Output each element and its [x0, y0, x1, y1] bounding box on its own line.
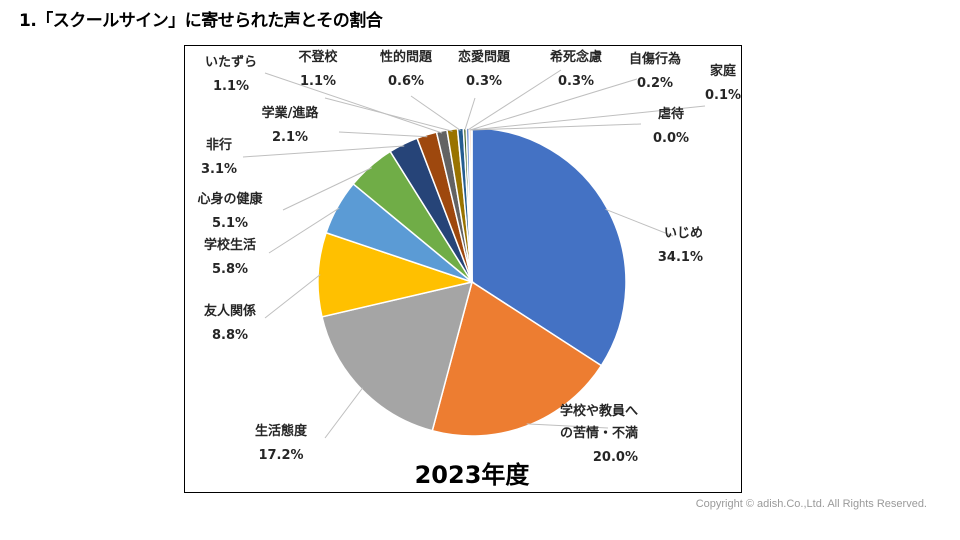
slice-label-line: 学校生活 [204, 237, 256, 253]
leader-line [469, 78, 638, 131]
slice-label: 恋愛問題 0.3% [458, 49, 511, 89]
slice-label-line: 心身の健康 [197, 191, 263, 207]
pie-slice [470, 127, 473, 283]
leader-line [605, 208, 674, 237]
leader-line [242, 145, 405, 158]
slice-value: 0.1% [705, 88, 741, 103]
slice-label: 心身の健康 5.1% [197, 191, 263, 231]
slice-label: 自傷行為 0.2% [629, 51, 681, 91]
slice-label-line: いじめ [664, 226, 703, 241]
slice-label: 生活態度 17.2% [255, 423, 308, 463]
pie-slice [431, 280, 603, 437]
slice-label: 友人関係 8.8% [204, 303, 256, 343]
leader-line [471, 123, 642, 131]
slice-value: 0.2% [637, 76, 673, 91]
slice-value: 5.8% [212, 262, 248, 277]
leader-line [282, 167, 372, 211]
slice-value: 3.1% [201, 162, 237, 177]
slice-value: 20.0% [593, 450, 638, 465]
leader-line [264, 72, 443, 134]
leader-lines [242, 69, 706, 439]
slice-label: 不登校 1.1% [298, 49, 338, 89]
leader-line [410, 95, 461, 131]
leader-line [268, 207, 340, 254]
slice-value: 1.1% [300, 74, 336, 89]
slice-label: 性的問題 0.6% [380, 49, 433, 89]
leader-line [471, 105, 706, 131]
slice-value: 5.1% [212, 216, 248, 231]
leader-line [526, 423, 609, 429]
slice-label: いじめ 34.1% [658, 226, 703, 265]
slice-label-line: 非行 [206, 137, 232, 153]
slice-label-line: 友人関係 [204, 303, 256, 319]
slice-label-line: 学校や教員へ [560, 403, 638, 419]
slice-value: 34.1% [658, 250, 703, 265]
slice-value: 0.0% [653, 131, 689, 146]
slice-label-line: の苦情・不満 [560, 425, 638, 441]
slice-label-line: 不登校 [298, 49, 338, 65]
pie-chart-svg: いじめ 34.1% 学校や教員への苦情・不満 20.0% 生活態度 17.2% 友人関係 8.… [197, 49, 741, 489]
leader-line [324, 97, 453, 132]
slice-label: 虐待 0.0% [653, 106, 689, 146]
leader-line [264, 274, 321, 319]
slice-value: 0.3% [466, 74, 502, 89]
slice-label-line: 希死念慮 [550, 49, 602, 65]
pie-slice [317, 231, 475, 318]
leader-line [467, 69, 562, 131]
pie-slices [317, 127, 627, 437]
slice-label-line: 恋愛問題 [458, 49, 511, 65]
leader-line [324, 387, 364, 439]
slice-value: 8.8% [212, 328, 248, 343]
slice-label: いたずら 1.1% [205, 54, 257, 94]
slice-label: 学校や教員への苦情・不満 20.0% [560, 403, 638, 465]
slice-label-line: 家庭 [710, 63, 737, 79]
slice-value: 1.1% [213, 79, 249, 94]
pie-chart: いじめ 34.1% 学校や教員への苦情・不満 20.0% 生活態度 17.2% 友人関係 8.… [184, 45, 742, 493]
slice-label-line: 虐待 [658, 106, 684, 122]
slice-label-line: 生活態度 [255, 423, 308, 439]
copyright-notice: Copyright © adish.Co.,Ltd. All Rights Re… [695, 498, 927, 510]
slice-label-line: 自傷行為 [629, 51, 681, 67]
slice-label-line: 性的問題 [380, 49, 433, 65]
slice-label: 家庭 0.1% [705, 63, 741, 103]
slice-value: 17.2% [258, 448, 303, 463]
slice-value: 2.1% [272, 130, 308, 145]
leader-line [464, 97, 476, 131]
slice-label: 非行 3.1% [201, 137, 237, 177]
page-title: 1.「スクールサイン」に寄せられた声とその割合 [19, 11, 383, 31]
slice-label: 希死念慮 0.3% [550, 49, 602, 89]
leader-line [338, 131, 428, 138]
slice-label: 学業/進路 2.1% [262, 105, 320, 145]
chart-title: 2023年度 [415, 461, 531, 489]
slice-value: 0.3% [558, 74, 594, 89]
slice-label-line: 学業/進路 [262, 105, 320, 121]
slice-label-line: いたずら [205, 54, 257, 70]
slice-value: 0.6% [388, 74, 424, 89]
slice-labels: いじめ 34.1% 学校や教員への苦情・不満 20.0% 生活態度 17.2% 友人関係 8.… [197, 49, 741, 465]
slice-label: 学校生活 5.8% [204, 237, 256, 277]
